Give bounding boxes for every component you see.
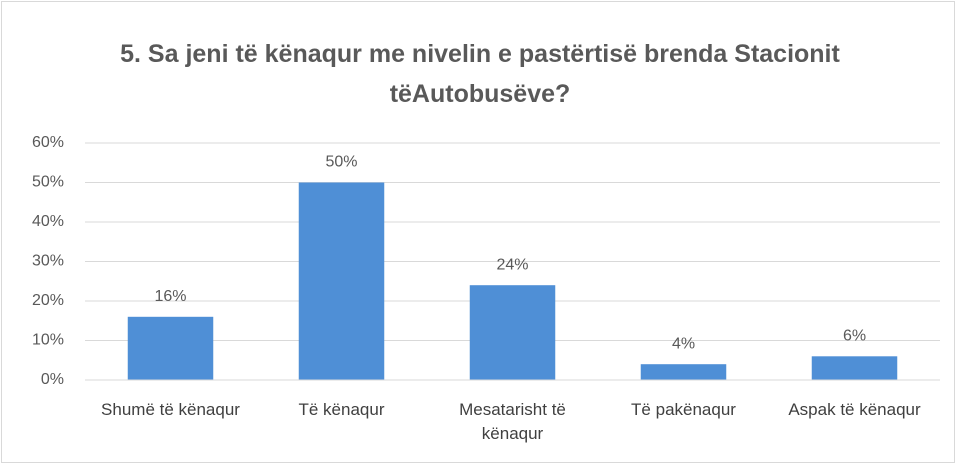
x-tick-label: Shumë të kënaqur — [101, 400, 240, 419]
x-tick-label: Mesatarisht të kënaqur — [459, 400, 566, 443]
data-label: 6% — [843, 328, 866, 345]
bar — [127, 316, 214, 380]
data-label: 24% — [496, 256, 528, 273]
y-tick-label: 0% — [41, 371, 64, 388]
y-tick-label: 10% — [32, 332, 64, 349]
data-label: 4% — [672, 335, 695, 352]
chart-title: 5. Sa jeni të kënaqur me nivelin e pastë… — [120, 40, 840, 108]
data-label: 50% — [325, 154, 357, 171]
bar — [469, 285, 556, 380]
y-tick-label: 40% — [32, 213, 64, 230]
y-tick-label: 30% — [32, 253, 64, 270]
x-tick-label: Aspak të kënaqur — [788, 400, 921, 419]
data-label: 16% — [154, 288, 186, 305]
x-tick-label: Të kënaqur — [298, 400, 385, 419]
y-tick-label: 60% — [32, 134, 64, 151]
bar — [811, 356, 898, 380]
bar — [298, 182, 385, 380]
x-tick-label: Të pakënaqur — [631, 400, 736, 419]
y-tick-label: 20% — [32, 292, 64, 309]
y-tick-label: 50% — [32, 174, 64, 191]
bar — [640, 364, 727, 380]
